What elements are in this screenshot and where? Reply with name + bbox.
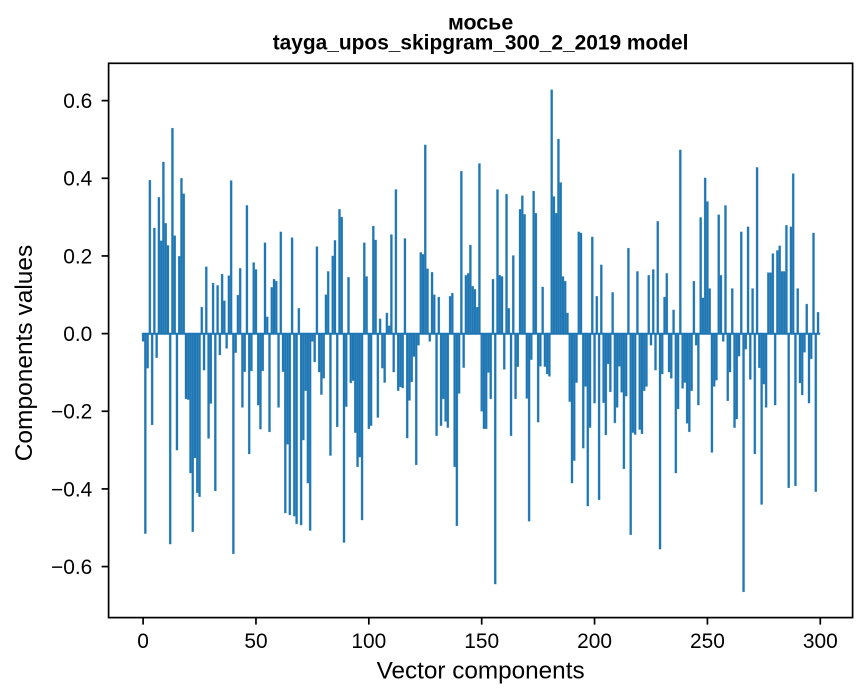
- svg-text:100: 100: [351, 630, 386, 653]
- svg-text:−0.6: −0.6: [51, 556, 92, 579]
- svg-text:0.6: 0.6: [63, 90, 92, 113]
- svg-text:мосье: мосье: [448, 11, 513, 35]
- svg-text:tayga_upos_skipgram_300_2_2019: tayga_upos_skipgram_300_2_2019 model: [273, 31, 689, 54]
- svg-text:0.0: 0.0: [63, 323, 92, 346]
- svg-text:Vector components: Vector components: [377, 657, 585, 684]
- svg-text:0.4: 0.4: [63, 168, 92, 191]
- svg-text:150: 150: [464, 630, 499, 653]
- svg-text:250: 250: [690, 630, 725, 653]
- svg-text:0: 0: [137, 630, 149, 653]
- svg-text:50: 50: [244, 630, 267, 653]
- svg-text:200: 200: [577, 630, 612, 653]
- svg-text:0.2: 0.2: [63, 245, 92, 268]
- svg-text:−0.4: −0.4: [51, 478, 92, 501]
- svg-text:Components values: Components values: [11, 245, 38, 462]
- svg-text:−0.2: −0.2: [51, 401, 92, 424]
- svg-text:300: 300: [803, 630, 838, 653]
